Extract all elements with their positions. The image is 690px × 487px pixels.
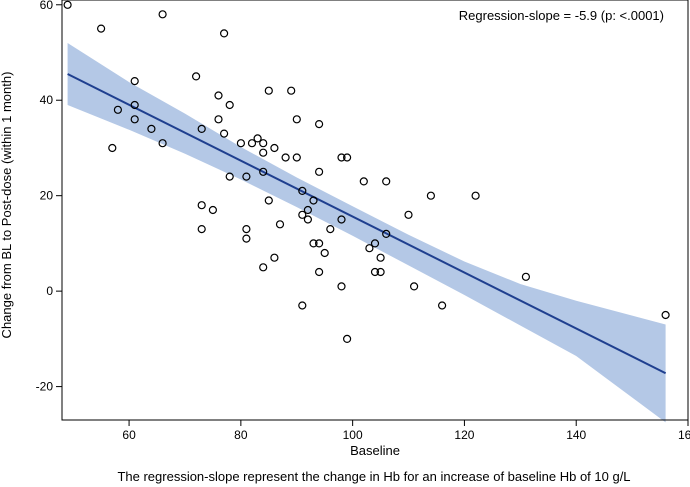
data-point bbox=[192, 72, 201, 81]
fit-line-layer bbox=[67, 73, 667, 375]
data-point bbox=[197, 124, 206, 133]
data-point bbox=[292, 153, 301, 162]
data-point bbox=[130, 100, 139, 110]
data-point bbox=[197, 225, 206, 234]
data-point bbox=[158, 139, 167, 148]
data-point bbox=[130, 76, 139, 86]
x-tick-label: 120 bbox=[454, 428, 474, 442]
data-point bbox=[298, 186, 307, 195]
data-point bbox=[337, 215, 346, 224]
data-point bbox=[214, 91, 223, 100]
data-point bbox=[404, 210, 413, 219]
data-point bbox=[298, 210, 307, 219]
data-point bbox=[438, 301, 447, 310]
data-point bbox=[113, 105, 123, 114]
data-point bbox=[370, 239, 380, 248]
data-point bbox=[242, 234, 251, 243]
data-point bbox=[292, 115, 301, 124]
data-point bbox=[130, 115, 139, 124]
data-point bbox=[471, 191, 480, 200]
data-point bbox=[287, 86, 296, 95]
data-point bbox=[214, 115, 223, 124]
regression-line bbox=[67, 73, 667, 375]
data-point bbox=[236, 139, 245, 148]
data-point bbox=[359, 177, 368, 186]
data-point bbox=[242, 172, 251, 181]
data-point bbox=[315, 119, 324, 129]
y-tick-label: -20 bbox=[36, 380, 54, 394]
data-point bbox=[264, 196, 273, 205]
data-point bbox=[270, 143, 279, 153]
data-point bbox=[376, 267, 385, 277]
data-point bbox=[259, 139, 268, 148]
confidence-band bbox=[67, 43, 666, 423]
data-point bbox=[382, 177, 391, 186]
data-point bbox=[426, 191, 435, 200]
y-tick-label: 60 bbox=[40, 0, 54, 12]
data-point bbox=[259, 148, 268, 157]
y-axis-title: Change from BL to Post-dose (within 1 mo… bbox=[0, 72, 14, 339]
data-point bbox=[220, 129, 229, 138]
x-tick-label: 60 bbox=[122, 428, 136, 442]
data-point bbox=[315, 167, 324, 176]
y-tick-label: 20 bbox=[40, 189, 54, 203]
data-point bbox=[220, 29, 229, 38]
data-point bbox=[253, 134, 262, 143]
data-point bbox=[337, 282, 346, 291]
data-point bbox=[242, 225, 251, 234]
data-point bbox=[303, 215, 312, 224]
data-point bbox=[208, 205, 217, 215]
data-point bbox=[320, 248, 329, 258]
data-point bbox=[326, 225, 335, 234]
data-point bbox=[281, 153, 290, 162]
x-tick-label: 140 bbox=[566, 428, 586, 442]
data-point bbox=[158, 10, 167, 19]
data-point bbox=[370, 267, 380, 277]
data-point bbox=[303, 205, 312, 215]
data-point bbox=[343, 334, 352, 343]
data-point bbox=[315, 239, 324, 248]
data-point bbox=[225, 100, 234, 110]
confidence-band-layer bbox=[67, 43, 666, 423]
data-point bbox=[315, 267, 324, 277]
data-point bbox=[259, 167, 268, 176]
data-point bbox=[259, 263, 268, 272]
regression-annotation: Regression-slope = -5.9 (p: <.0001) bbox=[459, 8, 664, 23]
data-point bbox=[275, 220, 285, 229]
data-point bbox=[108, 143, 117, 153]
data-point bbox=[365, 244, 374, 253]
data-point bbox=[382, 229, 391, 238]
data-point bbox=[309, 196, 318, 205]
data-point bbox=[270, 253, 279, 262]
x-tick-label: 100 bbox=[343, 428, 363, 442]
data-point bbox=[343, 153, 352, 162]
data-point bbox=[247, 139, 257, 148]
y-tick-label: 0 bbox=[46, 284, 53, 298]
data-point bbox=[309, 239, 318, 248]
data-point bbox=[264, 86, 273, 95]
data-point bbox=[147, 124, 156, 133]
footnote: The regression-slope represent the chang… bbox=[117, 469, 630, 484]
data-point bbox=[376, 253, 385, 262]
data-point bbox=[63, 0, 72, 9]
ticks-layer: 60 80 100 120 140 160 -20 0 20 40 60 bbox=[36, 0, 690, 442]
data-point bbox=[96, 24, 106, 33]
data-point bbox=[410, 282, 419, 291]
points-layer bbox=[63, 0, 670, 343]
data-point bbox=[225, 172, 234, 181]
data-point bbox=[197, 201, 206, 210]
x-tick-label: 80 bbox=[234, 428, 248, 442]
x-tick-label: 160 bbox=[678, 428, 690, 442]
x-axis-title: Baseline bbox=[350, 443, 400, 458]
plot-frame bbox=[61, 0, 689, 421]
data-point bbox=[521, 272, 531, 281]
data-point bbox=[337, 153, 346, 162]
data-point bbox=[298, 301, 307, 310]
data-point bbox=[661, 310, 670, 320]
y-tick-label: 40 bbox=[40, 93, 54, 107]
